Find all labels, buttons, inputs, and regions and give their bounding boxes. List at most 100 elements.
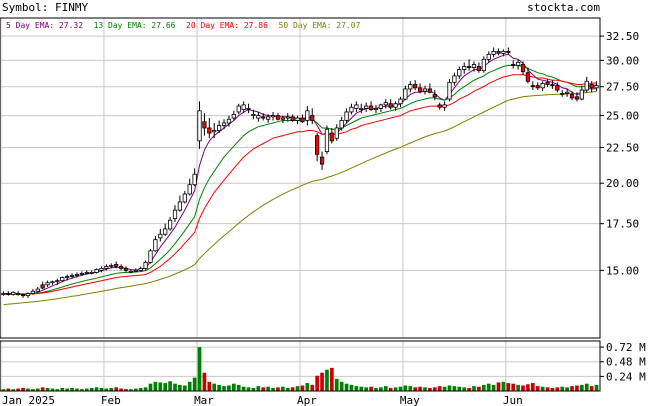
candle-body-up [138,267,143,271]
volume-bar [173,383,177,391]
volume-bar [428,387,432,391]
candle [457,66,462,80]
volume-bar [35,388,40,391]
volume-bar [339,381,344,391]
volume-bar [256,386,261,391]
candle-body-up [251,113,256,116]
volume-bar [344,383,349,391]
date-label: Jun [503,394,523,406]
candle-body-down [20,294,26,297]
candle-body-down [550,84,555,87]
candle [506,47,511,55]
candle-body-down [329,132,334,142]
candle-body-up [403,88,408,100]
candle [452,72,457,86]
candle [368,101,374,111]
candle [207,118,212,139]
candle-body-down [300,117,305,123]
candle-body-up [11,291,16,295]
candle [197,101,202,149]
candle-body-up [84,272,89,274]
candle-body-up [344,111,349,121]
volume-bar [246,387,251,391]
candle-body-up [89,272,94,274]
candle [16,291,21,296]
candle-body-up [104,265,109,269]
volume-bar [50,388,55,391]
candle-body-up [231,113,236,119]
candle-body-down [6,293,11,295]
candle-body-up [491,50,496,55]
candle [128,269,134,274]
candle [388,99,393,110]
candle-body-up [579,89,584,100]
candle [133,268,138,273]
candle-body-up [378,104,383,109]
candle [344,108,349,123]
candle-body-up [30,290,35,294]
volume-bar [580,384,584,391]
volume-bar [104,388,109,391]
volume-bar [511,383,516,391]
volume-bar [589,386,594,391]
candle [94,268,99,274]
volume-bar [192,377,197,391]
volume-bar [295,386,300,391]
legend-item-ema-2: 20 Day EMA: 27.86 [186,21,268,30]
candle [40,281,45,290]
volume-bar [276,387,280,391]
candle [266,114,271,123]
price-tick-label: 20.00 [606,177,639,190]
candle [305,106,310,126]
ema-50-line [3,91,597,306]
candle-body-up [1,293,6,295]
volume-bar [16,388,20,391]
legend-item-ema-0: 5 Day EMA: 27.32 [6,21,83,30]
candle [30,289,35,295]
candle [447,79,452,102]
volume-panel [1,347,599,391]
candle [354,101,359,112]
candle-body-up [148,250,153,263]
date-axis: Jan 2025 Feb Mar Apr May Jun [2,394,523,406]
candle [6,291,11,296]
volume-bar [310,384,315,391]
price-grid [0,18,600,338]
candle-body-up [486,53,491,60]
volume-bar [540,386,545,391]
candle [246,103,251,114]
candle [550,80,555,89]
candle-body-down [555,85,560,91]
candle-body-up [324,128,330,152]
candle-body-up [295,117,300,121]
volume-bar [80,389,84,391]
candle-body-up [280,117,285,120]
candle [1,291,6,296]
candle-body-down [569,94,575,99]
candle-body-up [584,80,589,91]
volume-grid [0,341,600,391]
candle [226,115,232,127]
candle [79,271,84,276]
candle [383,99,388,109]
candle [221,119,227,130]
candle-body-down [432,94,437,98]
volume-bar [437,386,442,391]
candle-body-up [167,219,173,230]
volume-bar [413,387,418,391]
candle [163,223,168,237]
candle-body-up [339,120,344,129]
volume-panel-frame [0,340,601,392]
volume-bar [75,388,79,391]
volume-bar [153,381,158,391]
candle [69,273,75,279]
candle-body-down [466,66,472,68]
candle [432,90,437,101]
candle-body-up [398,98,403,105]
volume-bar [124,389,128,391]
candle-body-up [65,276,70,278]
candle [545,79,550,87]
volume-bar [516,384,520,391]
legend-item-ema-3: 50 Day EMA: 27.07 [279,21,361,30]
volume-bar [163,383,168,391]
